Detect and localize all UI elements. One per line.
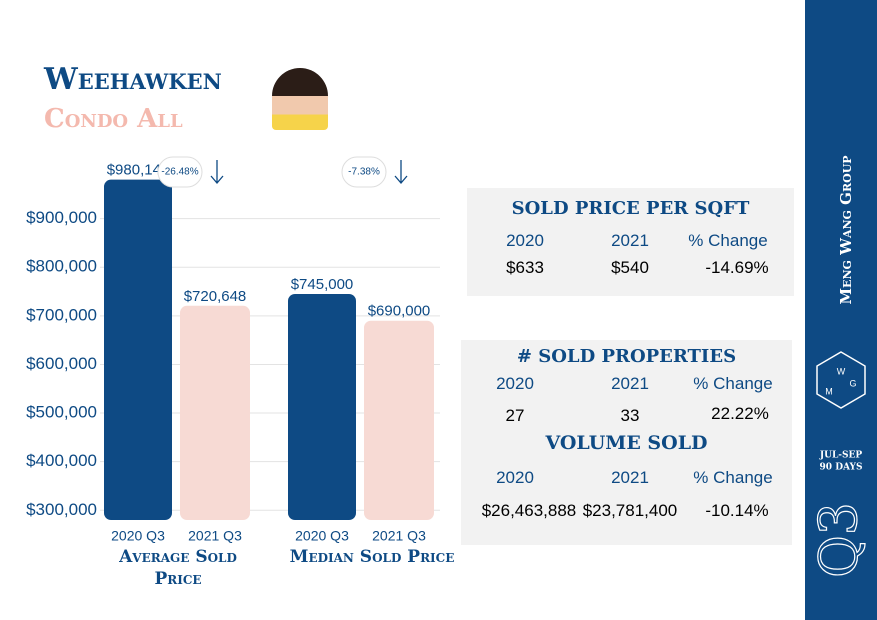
title: Weehawken	[44, 62, 222, 97]
logo-letter: M	[825, 386, 833, 396]
value-label: $745,000	[291, 276, 354, 293]
y-tick-label: $600,000	[26, 354, 97, 373]
value-label: $690,000	[368, 303, 431, 320]
down-arrow	[210, 160, 224, 184]
panel-title: VOLUME SOLD	[545, 432, 708, 454]
logo-letter: G	[849, 378, 856, 388]
header-cell: 2020	[506, 231, 544, 250]
header-cell: % Change	[688, 231, 768, 250]
bar	[104, 179, 172, 520]
bar	[288, 293, 356, 520]
quarter: Q3	[810, 502, 870, 578]
value-label: $720,648	[184, 288, 247, 305]
period: JUL-SEP	[819, 451, 863, 461]
down-arrow	[394, 160, 408, 184]
logo-letter: W	[837, 366, 846, 376]
sales-panel: # SOLD PROPERTIES 2020 2021 % Change 27 …	[461, 340, 792, 545]
panel-title: SOLD PRICE PER SQFT	[511, 198, 750, 219]
header-cell: % Change	[693, 374, 773, 393]
header-cell: 2021	[611, 231, 649, 250]
value-cell: $633	[506, 258, 544, 277]
subtitle: Condo All	[44, 104, 183, 134]
group-label: Median Sold Price	[289, 547, 455, 567]
days: 90 DAYS	[820, 463, 863, 473]
value-cell: 33	[620, 406, 640, 425]
bar	[364, 320, 434, 520]
header-cell: 2021	[611, 374, 649, 393]
y-tick-label: $300,000	[26, 500, 97, 519]
change-label: -7.38%	[348, 167, 380, 178]
value-cell: $26,463,888	[481, 501, 577, 520]
header-cell: 2020	[496, 468, 534, 487]
y-tick-label: $800,000	[26, 257, 97, 276]
value-label: $980,144	[107, 162, 170, 179]
y-tick-label: $400,000	[26, 451, 97, 470]
change-badge	[341, 156, 387, 188]
header-cell: % Change	[693, 468, 773, 487]
value-cell: $23,781,400	[582, 501, 678, 520]
x-tick-label: 2020 Q3	[111, 528, 165, 544]
header-cell: 2021	[611, 468, 649, 487]
brand: Meng Wang Group	[837, 155, 855, 304]
value-cell: -14.69%	[705, 258, 769, 277]
change-label: -26.48%	[161, 167, 198, 178]
logo	[816, 351, 866, 409]
y-tick-label: $500,000	[26, 403, 97, 422]
x-tick-label: 2021 Q3	[372, 528, 426, 544]
value-cell: 22.22%	[711, 404, 769, 423]
agent-photo	[272, 68, 328, 130]
y-tick-label: $900,000	[26, 208, 97, 227]
header-cell: 2020	[496, 374, 534, 393]
value-cell: $540	[611, 258, 649, 277]
value-cell: 27	[505, 406, 525, 425]
sqft-panel: SOLD PRICE PER SQFT 2020 2021 % Change $…	[467, 188, 794, 296]
value-cell: -10.14%	[705, 501, 769, 520]
group-label: Average Sold Price	[119, 547, 237, 589]
x-tick-label: 2020 Q3	[295, 528, 349, 544]
sidebar-art: Meng Wang Group M W G JUL-SEP 90 DAYS Q3	[809, 155, 870, 578]
x-tick-label: 2021 Q3	[188, 528, 242, 544]
sidebar: Meng Wang Group M W G JUL-SEP 90 DAYS Q3	[805, 0, 877, 620]
panel-title: # SOLD PROPERTIES	[516, 346, 737, 367]
change-badge	[157, 156, 203, 188]
bar	[180, 305, 250, 520]
y-tick-label: $700,000	[26, 305, 97, 324]
